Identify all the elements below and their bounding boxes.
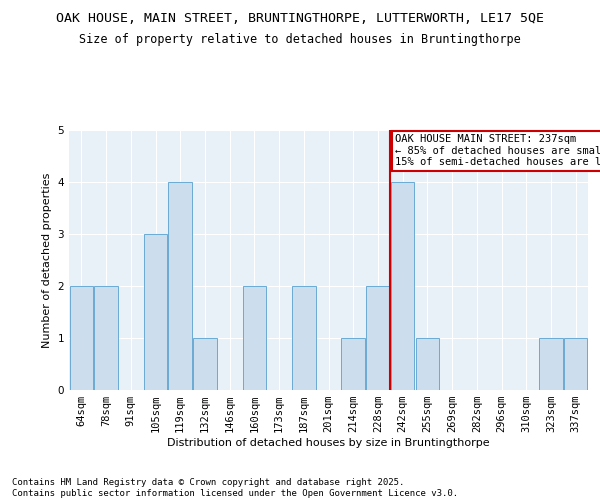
Text: Contains HM Land Registry data © Crown copyright and database right 2025.
Contai: Contains HM Land Registry data © Crown c… (12, 478, 458, 498)
Bar (193, 338, 217, 390)
Bar (144, 234, 167, 390)
Bar (242, 286, 266, 390)
Bar (292, 286, 316, 390)
Bar (169, 182, 192, 390)
Bar (391, 182, 415, 390)
Bar (94, 286, 118, 390)
X-axis label: Distribution of detached houses by size in Bruntingthorpe: Distribution of detached houses by size … (167, 438, 490, 448)
Bar (70, 286, 93, 390)
Text: OAK HOUSE, MAIN STREET, BRUNTINGTHORPE, LUTTERWORTH, LE17 5QE: OAK HOUSE, MAIN STREET, BRUNTINGTHORPE, … (56, 12, 544, 26)
Bar (341, 338, 365, 390)
Bar (539, 338, 563, 390)
Bar (416, 338, 439, 390)
Bar (366, 286, 389, 390)
Bar (564, 338, 587, 390)
Text: OAK HOUSE MAIN STREET: 237sqm
← 85% of detached houses are smaller (22)
15% of s: OAK HOUSE MAIN STREET: 237sqm ← 85% of d… (395, 134, 600, 168)
Text: Size of property relative to detached houses in Bruntingthorpe: Size of property relative to detached ho… (79, 32, 521, 46)
Y-axis label: Number of detached properties: Number of detached properties (42, 172, 52, 348)
